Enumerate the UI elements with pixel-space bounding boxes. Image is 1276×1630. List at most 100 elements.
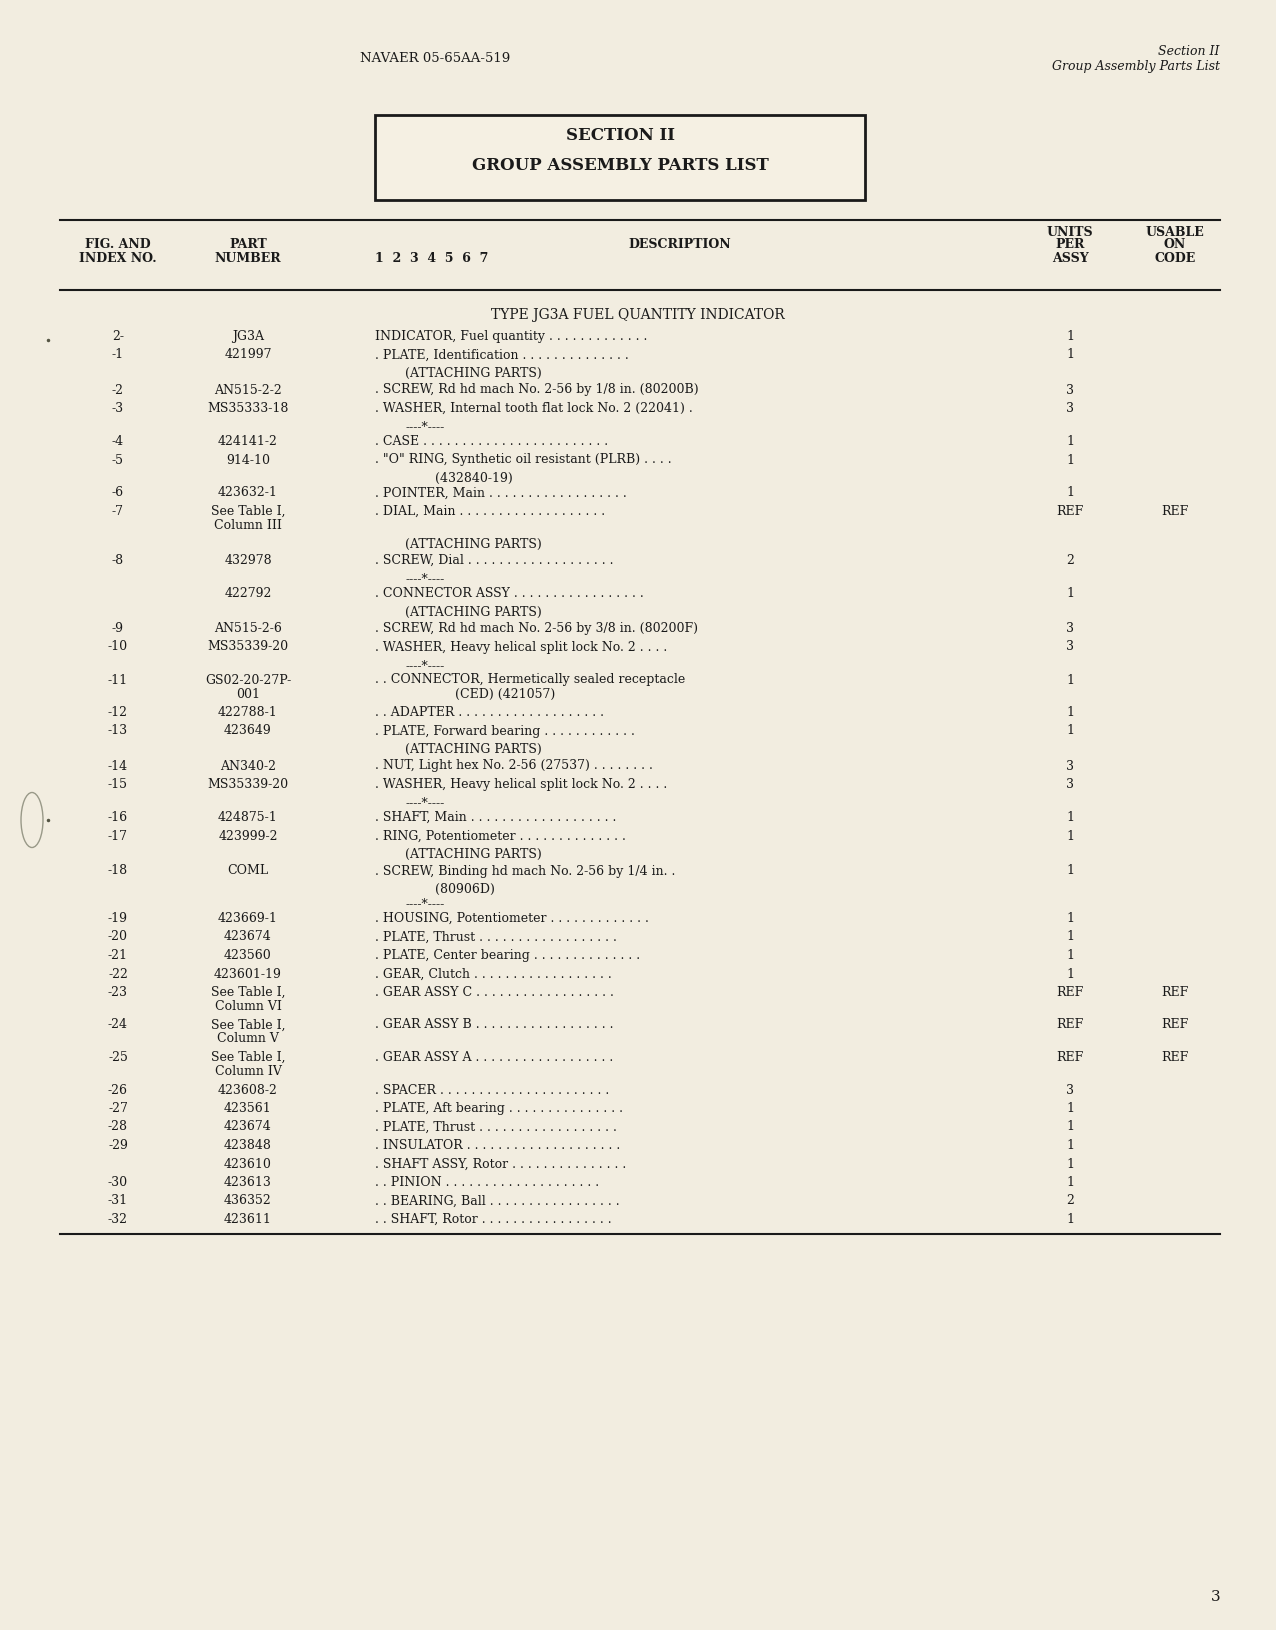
Text: UNITS: UNITS: [1046, 227, 1094, 240]
Text: GS02-20-27P-: GS02-20-27P-: [205, 673, 291, 686]
Text: 3: 3: [1065, 760, 1074, 773]
Text: REF: REF: [1057, 1019, 1083, 1032]
Text: . WASHER, Heavy helical split lock No. 2 . . . .: . WASHER, Heavy helical split lock No. 2…: [375, 641, 667, 654]
Text: MS35339-20: MS35339-20: [208, 641, 288, 654]
Text: SECTION II: SECTION II: [565, 127, 675, 143]
Text: Column VI: Column VI: [214, 999, 282, 1012]
Text: 422788-1: 422788-1: [218, 706, 278, 719]
Text: 2-: 2-: [112, 329, 124, 342]
Text: . INSULATOR . . . . . . . . . . . . . . . . . . . .: . INSULATOR . . . . . . . . . . . . . . …: [375, 1139, 620, 1152]
Ellipse shape: [20, 792, 43, 848]
Text: . SCREW, Rd hd mach No. 2-56 by 3/8 in. (80200F): . SCREW, Rd hd mach No. 2-56 by 3/8 in. …: [375, 623, 698, 636]
Text: -23: -23: [108, 986, 128, 999]
Text: 423561: 423561: [225, 1102, 272, 1115]
Text: INDICATOR, Fuel quantity . . . . . . . . . . . . .: INDICATOR, Fuel quantity . . . . . . . .…: [375, 329, 647, 342]
Text: . HOUSING, Potentiometer . . . . . . . . . . . . .: . HOUSING, Potentiometer . . . . . . . .…: [375, 913, 649, 924]
Text: ----*----: ----*----: [404, 659, 444, 672]
Text: 1: 1: [1065, 435, 1074, 448]
Text: . . BEARING, Ball . . . . . . . . . . . . . . . . .: . . BEARING, Ball . . . . . . . . . . . …: [375, 1195, 620, 1208]
Text: -29: -29: [108, 1139, 128, 1152]
Text: -7: -7: [112, 505, 124, 518]
Text: AN340-2: AN340-2: [219, 760, 276, 773]
Text: -12: -12: [108, 706, 128, 719]
Text: NUMBER: NUMBER: [214, 253, 281, 266]
Text: ----*----: ----*----: [404, 797, 444, 810]
Text: Section II: Section II: [1159, 46, 1220, 59]
Text: 1: 1: [1065, 949, 1074, 962]
Text: See Table I,: See Table I,: [211, 1019, 286, 1032]
Text: GROUP ASSEMBLY PARTS LIST: GROUP ASSEMBLY PARTS LIST: [472, 156, 768, 174]
Text: NAVAER 05-65AA-519: NAVAER 05-65AA-519: [360, 52, 510, 65]
Text: TYPE JG3A FUEL QUANTITY INDICATOR: TYPE JG3A FUEL QUANTITY INDICATOR: [491, 308, 785, 323]
Text: 423674: 423674: [225, 1120, 272, 1133]
Text: . RING, Potentiometer . . . . . . . . . . . . . .: . RING, Potentiometer . . . . . . . . . …: [375, 830, 625, 843]
Text: -8: -8: [112, 554, 124, 567]
Text: -9: -9: [112, 623, 124, 636]
Text: 1: 1: [1065, 724, 1074, 737]
Text: . SCREW, Dial . . . . . . . . . . . . . . . . . . .: . SCREW, Dial . . . . . . . . . . . . . …: [375, 554, 614, 567]
Text: -16: -16: [108, 812, 128, 825]
Text: COML: COML: [227, 864, 268, 877]
Text: PER: PER: [1055, 238, 1085, 251]
Text: . PLATE, Forward bearing . . . . . . . . . . . .: . PLATE, Forward bearing . . . . . . . .…: [375, 724, 635, 737]
Text: -28: -28: [108, 1120, 128, 1133]
Text: 1: 1: [1065, 968, 1074, 981]
Text: USABLE: USABLE: [1146, 227, 1205, 240]
Text: Column III: Column III: [214, 518, 282, 531]
Text: INDEX NO.: INDEX NO.: [79, 253, 157, 266]
Text: -32: -32: [108, 1213, 128, 1226]
Text: 3: 3: [1065, 403, 1074, 416]
Text: AN515-2-2: AN515-2-2: [214, 383, 282, 396]
Text: 436352: 436352: [225, 1195, 272, 1208]
Text: REF: REF: [1161, 986, 1189, 999]
Text: 1: 1: [1065, 913, 1074, 924]
Text: 1: 1: [1065, 1120, 1074, 1133]
Text: -30: -30: [108, 1175, 128, 1188]
Text: . GEAR ASSY B . . . . . . . . . . . . . . . . . .: . GEAR ASSY B . . . . . . . . . . . . . …: [375, 1019, 614, 1032]
Text: ON: ON: [1164, 238, 1187, 251]
Text: 424141-2: 424141-2: [218, 435, 278, 448]
Text: . . CONNECTOR, Hermetically sealed receptacle: . . CONNECTOR, Hermetically sealed recep…: [375, 673, 685, 686]
Text: 1: 1: [1065, 453, 1074, 466]
Text: (80906D): (80906D): [435, 883, 495, 896]
Text: 422792: 422792: [225, 587, 272, 600]
Text: 423669-1: 423669-1: [218, 913, 278, 924]
Text: 3: 3: [1065, 641, 1074, 654]
Text: -5: -5: [112, 453, 124, 466]
Text: -25: -25: [108, 1051, 128, 1064]
Text: Column IV: Column IV: [214, 1064, 282, 1077]
Text: 2: 2: [1065, 554, 1074, 567]
Text: (ATTACHING PARTS): (ATTACHING PARTS): [404, 848, 542, 861]
Text: -17: -17: [108, 830, 128, 843]
Text: ----*----: ----*----: [404, 572, 444, 585]
Text: 3: 3: [1065, 1084, 1074, 1097]
Text: 2: 2: [1065, 1195, 1074, 1208]
Text: 1: 1: [1065, 673, 1074, 686]
Text: 423632-1: 423632-1: [218, 486, 278, 499]
Text: CODE: CODE: [1155, 253, 1196, 266]
Text: REF: REF: [1161, 1019, 1189, 1032]
Text: REF: REF: [1161, 505, 1189, 518]
Text: See Table I,: See Table I,: [211, 986, 286, 999]
Text: 423999-2: 423999-2: [218, 830, 278, 843]
Text: 423610: 423610: [225, 1157, 272, 1170]
Text: -10: -10: [108, 641, 128, 654]
Text: ----*----: ----*----: [404, 421, 444, 434]
Text: . NUT, Light hex No. 2-56 (27537) . . . . . . . .: . NUT, Light hex No. 2-56 (27537) . . . …: [375, 760, 653, 773]
Text: 1: 1: [1065, 706, 1074, 719]
Text: 914-10: 914-10: [226, 453, 271, 466]
Text: 1: 1: [1065, 812, 1074, 825]
Text: (ATTACHING PARTS): (ATTACHING PARTS): [404, 605, 542, 618]
Text: 423611: 423611: [225, 1213, 272, 1226]
Text: -13: -13: [108, 724, 128, 737]
Text: . . SHAFT, Rotor . . . . . . . . . . . . . . . . .: . . SHAFT, Rotor . . . . . . . . . . . .…: [375, 1213, 611, 1226]
Text: -15: -15: [108, 778, 128, 791]
Text: . SHAFT, Main . . . . . . . . . . . . . . . . . . .: . SHAFT, Main . . . . . . . . . . . . . …: [375, 812, 616, 825]
Text: -24: -24: [108, 1019, 128, 1032]
Text: . . PINION . . . . . . . . . . . . . . . . . . . .: . . PINION . . . . . . . . . . . . . . .…: [375, 1175, 600, 1188]
Text: . CASE . . . . . . . . . . . . . . . . . . . . . . . .: . CASE . . . . . . . . . . . . . . . . .…: [375, 435, 609, 448]
Text: REF: REF: [1161, 1051, 1189, 1064]
Text: . GEAR ASSY C . . . . . . . . . . . . . . . . . .: . GEAR ASSY C . . . . . . . . . . . . . …: [375, 986, 614, 999]
Text: 1: 1: [1065, 1157, 1074, 1170]
Text: -31: -31: [108, 1195, 128, 1208]
